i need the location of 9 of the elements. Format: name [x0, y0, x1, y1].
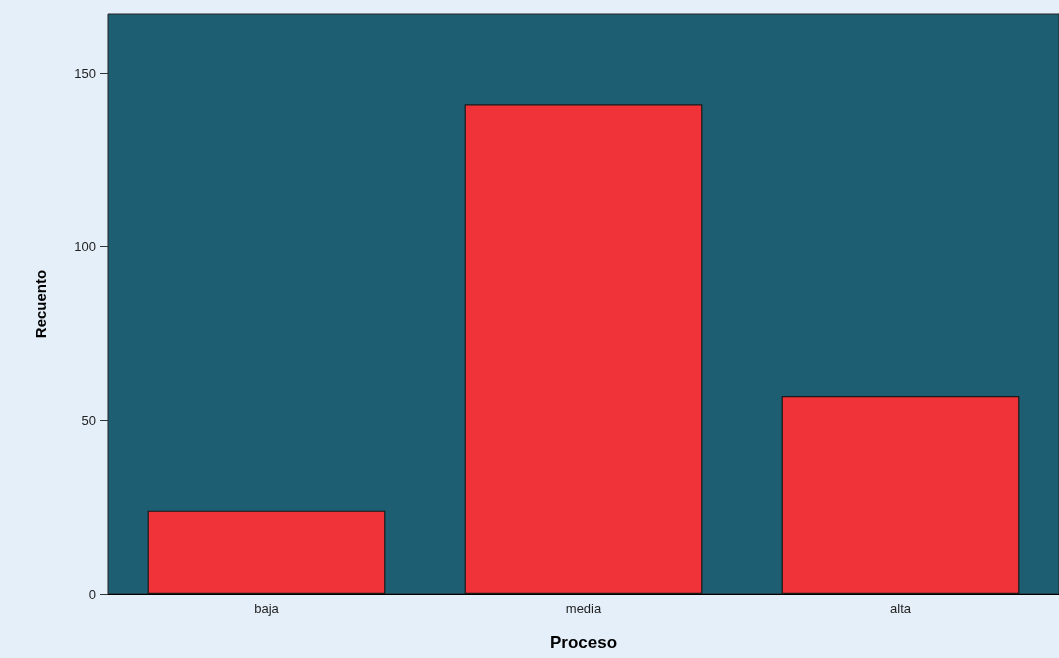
y-tick-label: 0 — [88, 586, 96, 602]
y-tick-label: 150 — [74, 65, 96, 81]
x-tick-label: baja — [254, 601, 280, 616]
y-tick-label: 50 — [81, 412, 96, 428]
x-tick-label: alta — [890, 601, 912, 616]
y-tick-label: 100 — [74, 239, 96, 255]
x-tick-label: media — [565, 601, 602, 616]
x-axis-title: Proceso — [549, 633, 618, 652]
y-axis-title: Recuento — [32, 269, 49, 339]
